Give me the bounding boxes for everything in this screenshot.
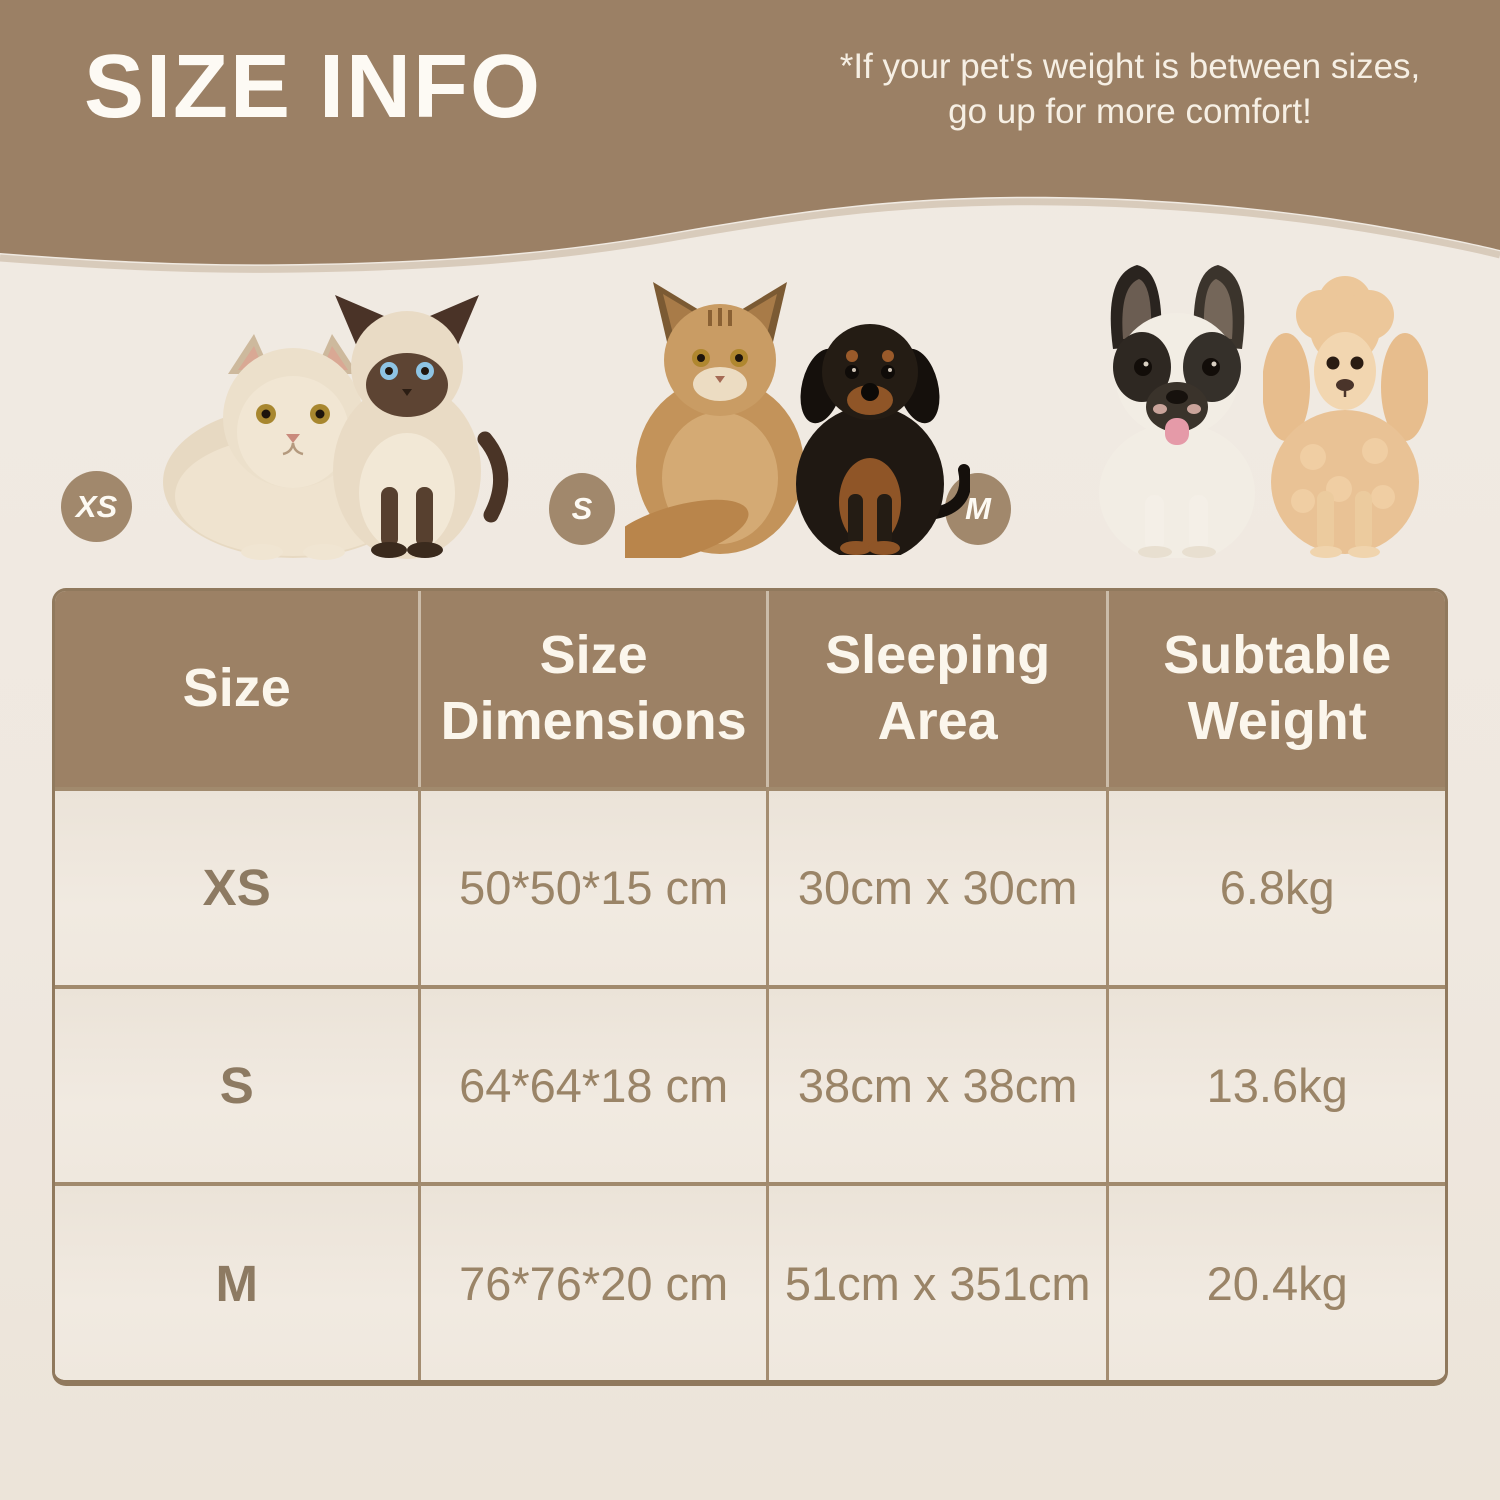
french-bulldog-icon bbox=[1099, 265, 1255, 558]
dachshund-dog-icon bbox=[796, 324, 970, 555]
column-header-size: Size bbox=[55, 591, 422, 787]
size-table: Size Size Dimensions Sleeping Area Subta… bbox=[52, 588, 1448, 1386]
cell-s-weight: 13.6kg bbox=[1109, 984, 1445, 1183]
cell-m-dimensions: 76*76*20 cm bbox=[421, 1182, 769, 1380]
cell-s-sleeping-area: 38cm x 38cm bbox=[768, 984, 1110, 1183]
poodle-dog-icon bbox=[1263, 276, 1428, 558]
header-wave-shape bbox=[0, 0, 1500, 273]
size-badge-s: S bbox=[549, 473, 615, 545]
cell-m-sleeping-area: 51cm x 351cm bbox=[768, 1182, 1110, 1380]
cell-s-size: S bbox=[55, 984, 422, 1183]
cell-xs-size: XS bbox=[55, 786, 422, 985]
maine-coon-cat-icon bbox=[625, 282, 804, 558]
cell-m-weight: 20.4kg bbox=[1109, 1182, 1445, 1380]
size-badge-xs: XS bbox=[61, 471, 132, 542]
cell-xs-dimensions: 50*50*15 cm bbox=[421, 786, 769, 985]
column-header-weight: Subtable Weight bbox=[1109, 591, 1445, 787]
size-note: *If your pet's weight is between sizes, … bbox=[790, 44, 1470, 134]
cell-xs-weight: 6.8kg bbox=[1109, 786, 1445, 985]
header-wave bbox=[0, 0, 1500, 300]
size-note-line2: go up for more comfort! bbox=[948, 92, 1312, 131]
size-note-line1: *If your pet's weight is between sizes, bbox=[839, 47, 1421, 86]
cell-m-size: M bbox=[55, 1182, 422, 1380]
cell-s-dimensions: 64*64*18 cm bbox=[421, 984, 769, 1183]
page-title: SIZE INFO bbox=[84, 37, 543, 137]
column-header-sleeping-area: Sleeping Area bbox=[768, 591, 1110, 787]
siamese-cat-icon bbox=[333, 295, 509, 559]
cell-xs-sleeping-area: 30cm x 30cm bbox=[768, 786, 1110, 985]
column-header-dimensions: Size Dimensions bbox=[421, 591, 769, 787]
